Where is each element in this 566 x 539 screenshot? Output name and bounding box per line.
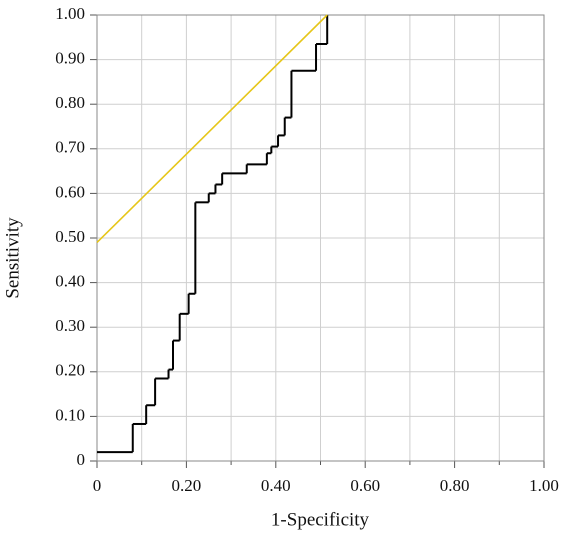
- reference-line: [96, 14, 328, 244]
- y-tick-label: 0.90: [55, 49, 85, 68]
- plot-frame: [96, 14, 545, 462]
- y-tick-label: 0.10: [55, 405, 85, 424]
- y-tick-label: 0.70: [55, 138, 85, 157]
- x-tick-label: 0: [93, 476, 102, 495]
- y-axis-title: Sensitivity: [2, 217, 23, 299]
- y-tick-label: 0.80: [55, 93, 85, 112]
- x-tick-label: 0.60: [350, 476, 380, 495]
- x-tick-label: 0.80: [440, 476, 470, 495]
- y-tick-label: 0.40: [55, 272, 85, 291]
- x-tick-label: 0.20: [172, 476, 202, 495]
- x-tick-label: 0.40: [261, 476, 291, 495]
- y-tick-label: 0: [77, 450, 86, 469]
- y-tick-label: 0.50: [55, 227, 85, 246]
- y-tick-label: 1.00: [55, 4, 85, 23]
- x-axis-title: 1-Specificity: [271, 509, 370, 530]
- x-tick-label: 1.00: [529, 476, 559, 495]
- y-tick-label: 0.60: [55, 182, 85, 201]
- y-tick-label: 0.30: [55, 316, 85, 335]
- y-tick-label: 0.20: [55, 361, 85, 380]
